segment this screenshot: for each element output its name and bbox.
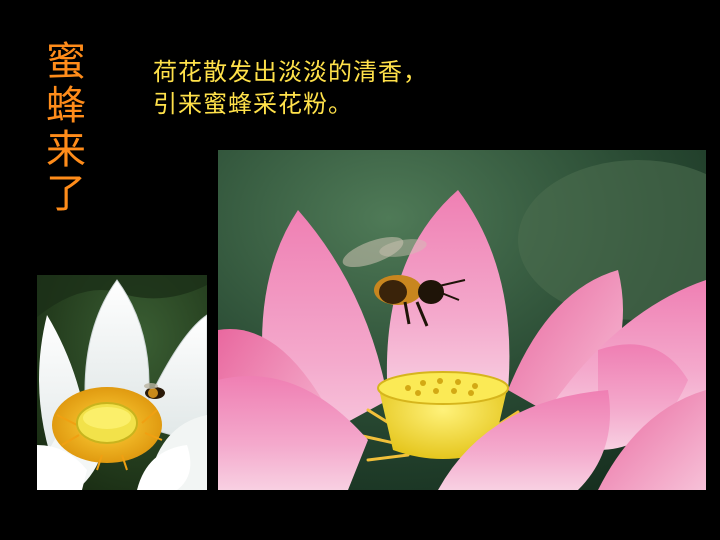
title-char-2: 蜂 — [46, 83, 86, 129]
caption-line-2: 引来蜜蜂采花粉。 — [153, 90, 353, 118]
title-char-3: 来 — [46, 127, 86, 173]
title-char-1: 蜜 — [46, 39, 86, 85]
pink-lotus-photo — [218, 150, 706, 490]
white-lotus-photo — [37, 275, 207, 490]
title-char-4: 了 — [46, 171, 86, 217]
vertical-title: 蜜 蜂 来 了 — [44, 40, 88, 216]
caption-line-1: 荷花散发出淡淡的清香， — [153, 58, 428, 86]
caption: 荷花散发出淡淡的清香， 引来蜜蜂采花粉。 — [153, 56, 428, 120]
